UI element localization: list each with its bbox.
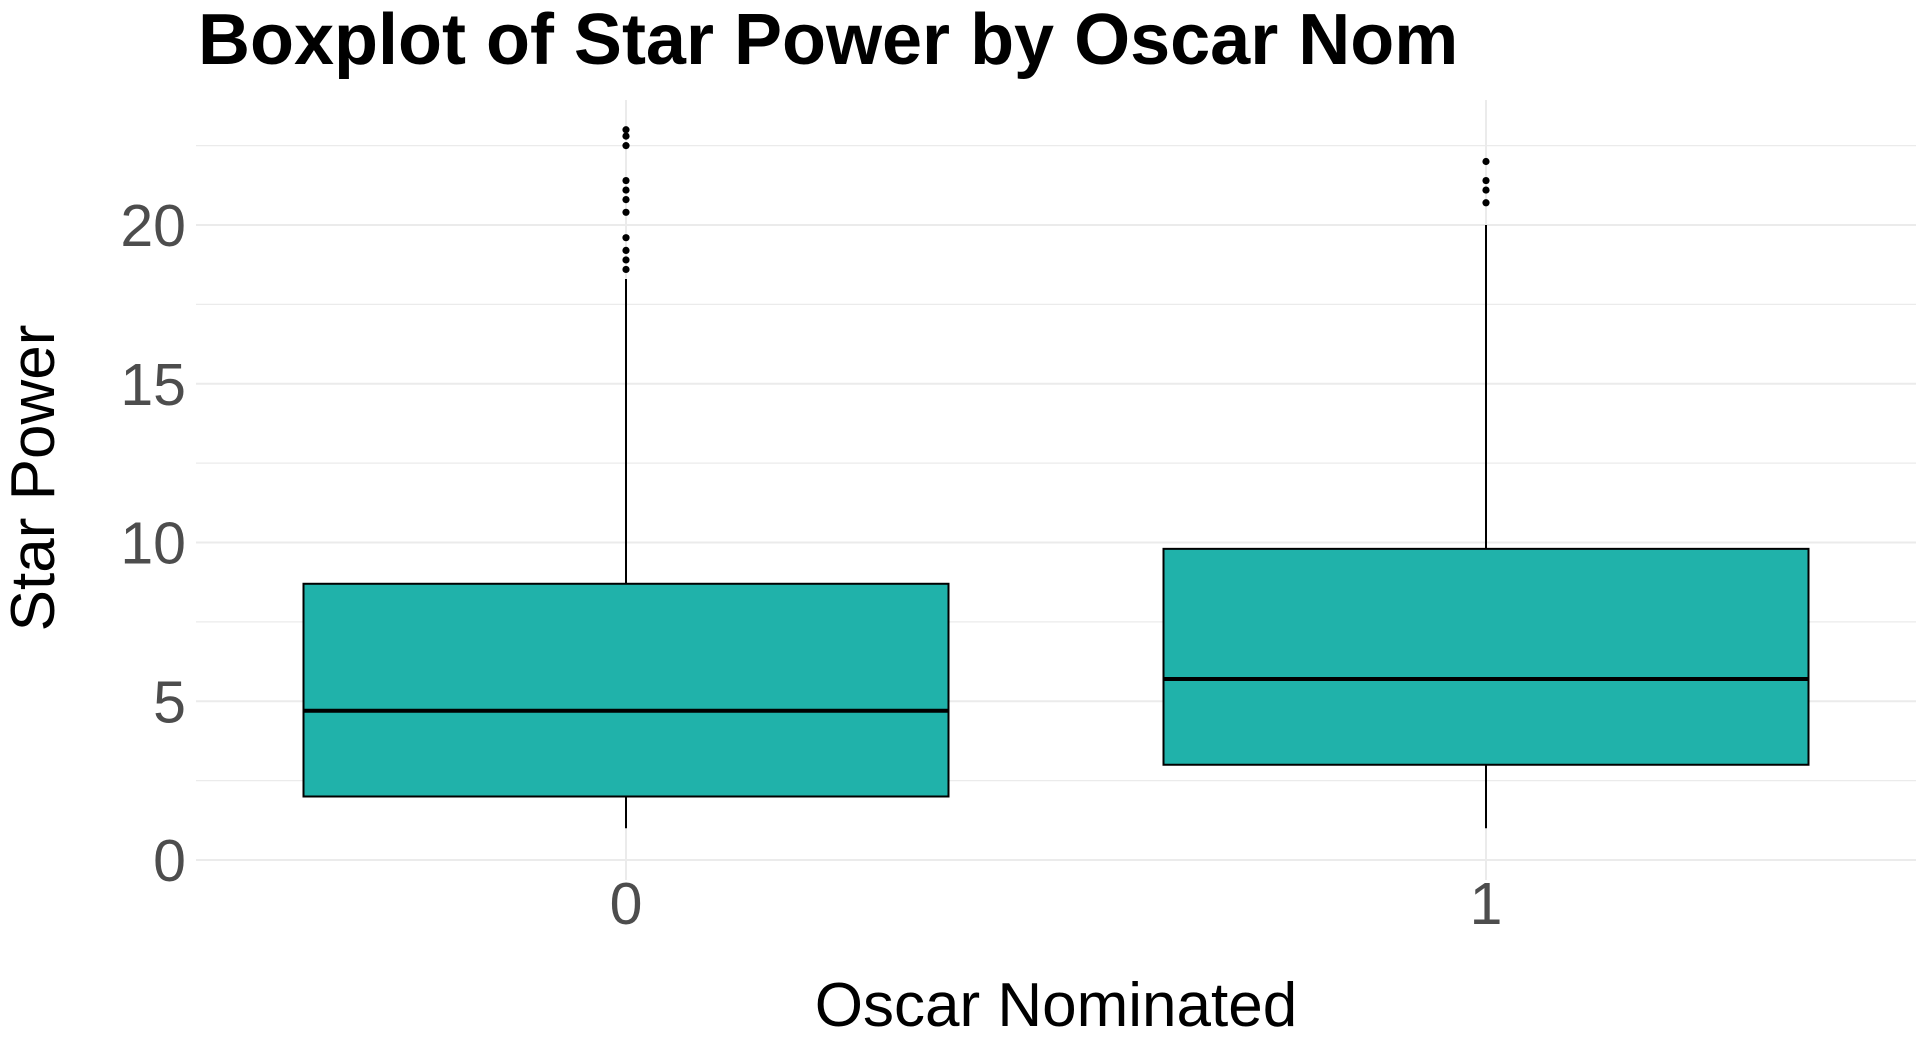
outlier-point [622, 186, 630, 194]
outlier-point [1482, 176, 1490, 185]
y-tick-label: 20 [120, 193, 186, 259]
x-tick-label: 1 [1470, 871, 1503, 937]
outlier-point [622, 208, 630, 216]
outlier-point [622, 126, 630, 134]
outlier-point [1482, 157, 1490, 166]
y-axis-title: Star Power [0, 325, 68, 632]
x-axis-title: Oscar Nominated [815, 971, 1297, 1040]
outlier-point [622, 256, 630, 264]
outlier-point [622, 176, 630, 185]
outlier-point [622, 246, 630, 254]
outlier-point [622, 196, 630, 204]
y-tick-label: 10 [120, 511, 186, 577]
outlier-point [622, 265, 630, 274]
boxes [302, 225, 1810, 829]
outlier-point [1482, 199, 1490, 207]
y-tick-label: 0 [153, 828, 186, 894]
y-axis-ticks: 0 5 10 15 20 [120, 193, 186, 894]
outlier-point [1482, 186, 1490, 194]
chart-title: Boxplot of Star Power by Oscar Nom [198, 0, 1458, 80]
outliers [622, 126, 1490, 274]
x-tick-label: 0 [610, 871, 643, 937]
y-tick-label: 15 [120, 352, 186, 418]
y-tick-label: 5 [153, 669, 186, 735]
box-iqr [302, 582, 950, 798]
outlier-point [622, 142, 630, 150]
outlier-point [622, 132, 630, 140]
box-iqr [1162, 547, 1810, 766]
outlier-point [622, 234, 630, 242]
